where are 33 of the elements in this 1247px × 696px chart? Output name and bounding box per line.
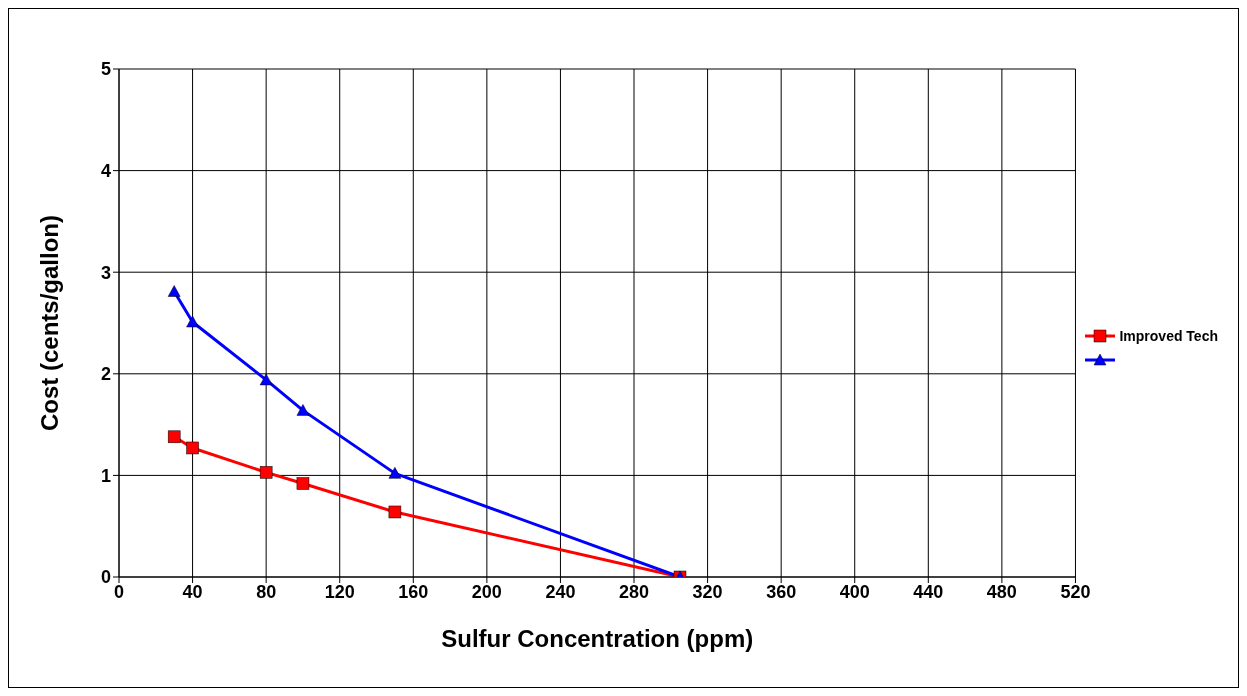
y-tick-label: 1 bbox=[100, 465, 111, 486]
x-tick-label: 200 bbox=[471, 581, 502, 602]
x-tick-label: 80 bbox=[256, 581, 277, 602]
point bbox=[186, 315, 199, 328]
x-tick-label: 240 bbox=[545, 581, 576, 602]
point bbox=[296, 477, 310, 490]
y-tick-label: 4 bbox=[100, 160, 111, 181]
x-tick-label: 320 bbox=[692, 581, 723, 602]
point bbox=[259, 466, 273, 479]
x-tick-label: 480 bbox=[986, 581, 1017, 602]
point bbox=[388, 467, 402, 479]
legend-label: Improved Tech bbox=[1119, 328, 1218, 344]
point bbox=[296, 404, 310, 416]
point bbox=[186, 441, 199, 455]
point bbox=[167, 285, 181, 297]
x-axis-title: Sulfur Concentration (ppm) bbox=[441, 625, 754, 652]
x-tick-label: 440 bbox=[913, 581, 944, 602]
x-tick-label: 360 bbox=[766, 581, 797, 602]
x-tick-label: 280 bbox=[618, 581, 650, 602]
x-tick-label: 160 bbox=[398, 581, 429, 602]
y-axis-title: Cost (cents/gallon) bbox=[35, 214, 63, 432]
x-tick-label: 120 bbox=[324, 581, 355, 602]
x-tick-label: 520 bbox=[1060, 581, 1091, 602]
x-tick-label: 40 bbox=[182, 581, 203, 602]
y-tick-label: 3 bbox=[100, 262, 111, 283]
point bbox=[259, 373, 273, 386]
y-tick-label: 2 bbox=[100, 364, 111, 385]
y-tick-label: 0 bbox=[100, 567, 111, 588]
x-tick-label: 0 bbox=[113, 581, 125, 602]
y-tick-label: 5 bbox=[100, 59, 111, 80]
point bbox=[167, 430, 181, 444]
point bbox=[388, 505, 402, 519]
x-tick-label: 400 bbox=[839, 581, 870, 602]
